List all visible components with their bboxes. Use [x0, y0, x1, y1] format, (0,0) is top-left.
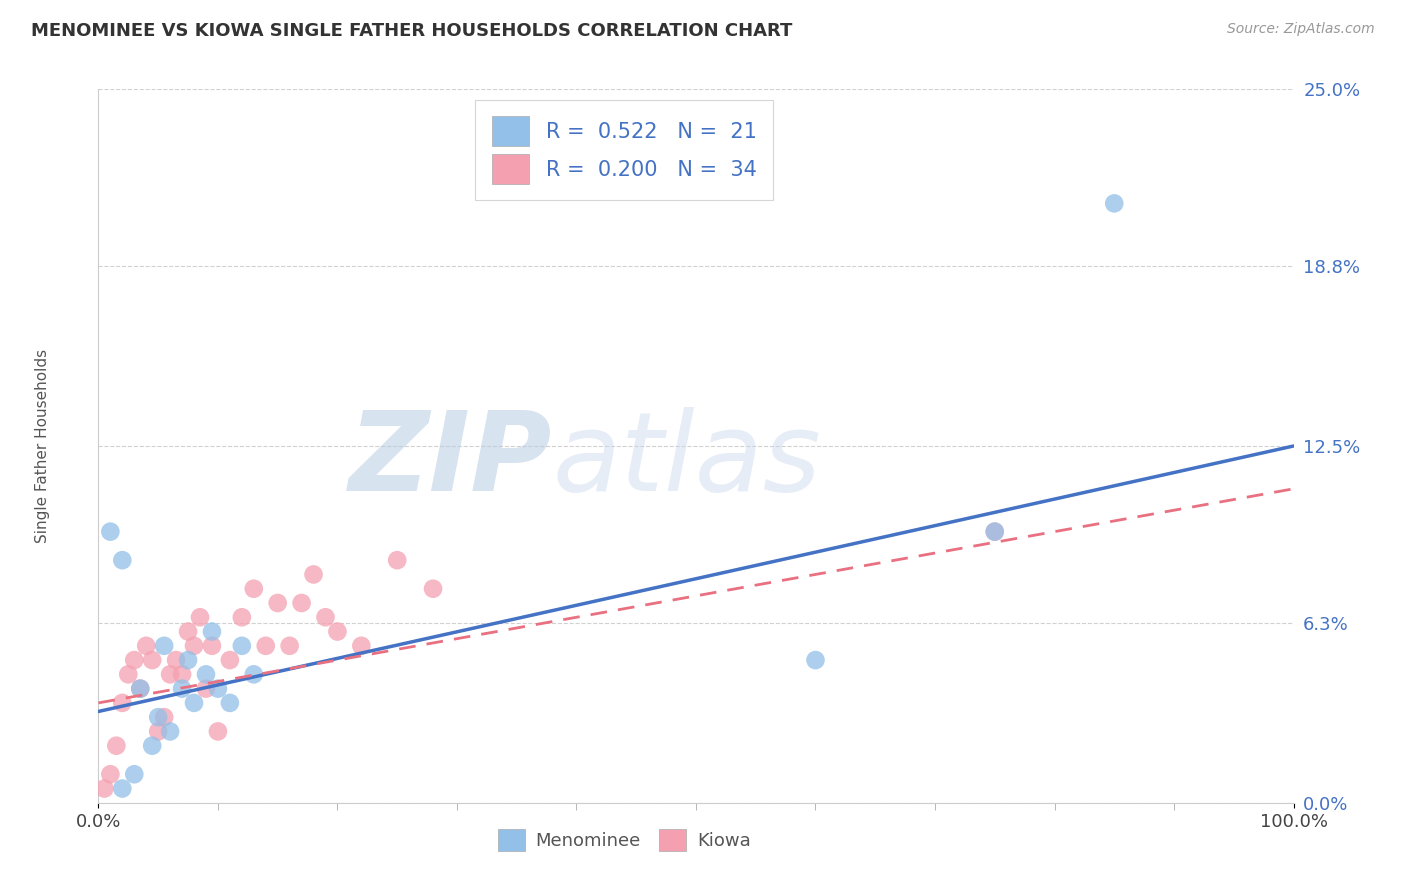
Point: [98, 524, 122, 539]
Point: [195, 667, 218, 681]
Point: [267, 596, 290, 610]
Point: [302, 567, 325, 582]
Point: [291, 596, 314, 610]
Point: [1104, 196, 1126, 211]
Point: [278, 639, 301, 653]
Point: [219, 653, 242, 667]
Point: [159, 667, 181, 681]
Point: [183, 639, 205, 653]
Point: [984, 524, 1007, 539]
Point: [231, 610, 253, 624]
Point: [172, 681, 194, 696]
Point: [350, 639, 373, 653]
Legend: Menominee, Kiowa: Menominee, Kiowa: [491, 822, 758, 858]
Text: Source: ZipAtlas.com: Source: ZipAtlas.com: [1227, 22, 1375, 37]
Point: [207, 681, 229, 696]
Point: [183, 696, 205, 710]
Point: [141, 653, 163, 667]
Point: [219, 696, 242, 710]
Point: [195, 681, 218, 696]
Point: [315, 610, 337, 624]
Point: [172, 667, 194, 681]
Point: [98, 767, 122, 781]
Point: [117, 667, 139, 681]
Point: [201, 639, 224, 653]
Point: [129, 681, 152, 696]
Point: [984, 524, 1007, 539]
Point: [153, 710, 176, 724]
Point: [177, 653, 200, 667]
Point: [177, 624, 200, 639]
Point: [326, 624, 349, 639]
Point: [254, 639, 277, 653]
Point: [153, 639, 176, 653]
Point: [243, 667, 266, 681]
Point: [111, 781, 134, 796]
Point: [124, 653, 146, 667]
Point: [148, 724, 170, 739]
Point: [111, 696, 134, 710]
Point: [207, 724, 229, 739]
Y-axis label: Single Father Households: Single Father Households: [35, 349, 51, 543]
Point: [422, 582, 444, 596]
Point: [105, 739, 128, 753]
Point: [148, 710, 170, 724]
Point: [111, 553, 134, 567]
Text: atlas: atlas: [553, 407, 821, 514]
Point: [165, 653, 187, 667]
Text: ZIP: ZIP: [349, 407, 553, 514]
Point: [188, 610, 211, 624]
Point: [93, 781, 115, 796]
Point: [159, 724, 181, 739]
Point: [135, 639, 157, 653]
Point: [141, 739, 163, 753]
Point: [124, 767, 146, 781]
Point: [804, 653, 827, 667]
Point: [385, 553, 409, 567]
Point: [201, 624, 224, 639]
Point: [129, 681, 152, 696]
Text: MENOMINEE VS KIOWA SINGLE FATHER HOUSEHOLDS CORRELATION CHART: MENOMINEE VS KIOWA SINGLE FATHER HOUSEHO…: [31, 22, 793, 40]
Point: [231, 639, 253, 653]
Point: [243, 582, 266, 596]
